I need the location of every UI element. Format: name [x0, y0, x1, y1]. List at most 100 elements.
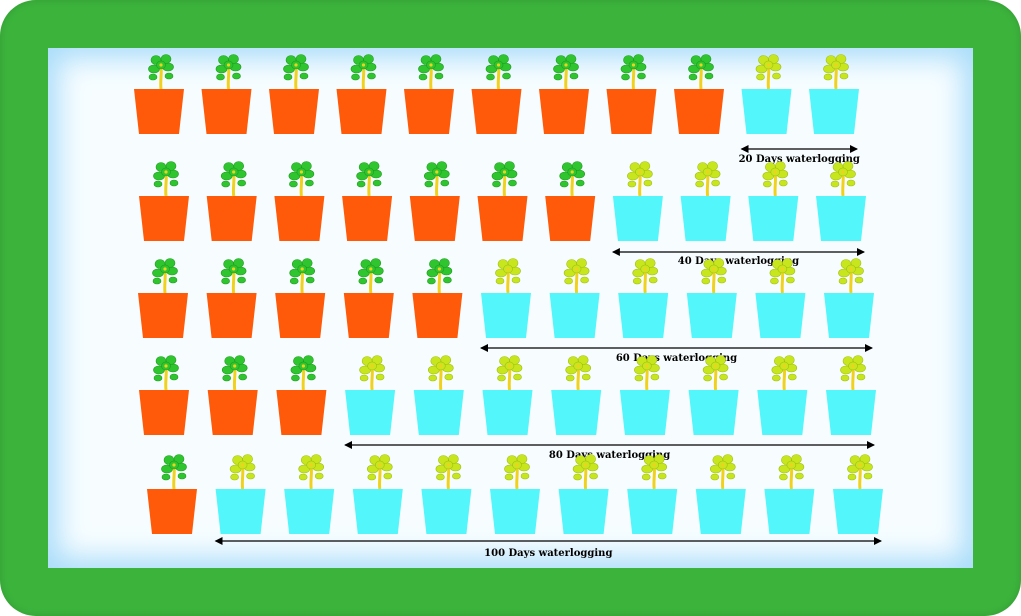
waterlogged-pot-icon: [824, 258, 874, 338]
seedling-icon: [496, 355, 523, 391]
seedling-icon: [823, 54, 849, 90]
flower-pot-icon: [674, 54, 724, 134]
seedling-icon: [755, 54, 782, 90]
flower-pot-icon: [275, 258, 326, 338]
seedling-icon: [694, 161, 721, 197]
seedling-icon: [288, 161, 315, 197]
flower-pot-icon: [412, 258, 463, 338]
seedling-icon: [847, 454, 873, 490]
seedling-icon: [702, 355, 729, 391]
flower-pot-icon: [404, 54, 454, 134]
waterlogged-pot-icon: [284, 454, 335, 534]
seedling-icon: [565, 355, 592, 391]
seedling-icon: [423, 161, 450, 197]
waterlogged-pot-icon: [809, 54, 859, 134]
waterlogged-pot-icon: [482, 355, 533, 435]
flower-pot-icon: [539, 54, 589, 134]
flower-pot-icon: [206, 161, 257, 241]
waterlogging-duration-label: 100 Days waterlogging: [484, 548, 612, 559]
seedling-icon: [427, 355, 454, 391]
seedling-icon: [290, 355, 317, 391]
seedling-icon: [762, 161, 789, 197]
seedling-icon: [634, 355, 660, 391]
waterlogged-pot-icon: [421, 454, 472, 534]
waterlogging-duration-label: 80 Days waterlogging: [549, 450, 670, 461]
waterlogged-pot-icon: [558, 454, 609, 534]
waterlogged-pot-icon: [612, 161, 663, 241]
seedling-icon: [426, 258, 453, 294]
flower-pot-icon: [477, 161, 528, 241]
waterlogged-pot-icon: [688, 355, 739, 435]
seedling-icon: [485, 54, 512, 90]
seedling-icon: [229, 454, 256, 490]
waterlogged-pot-icon: [627, 454, 678, 534]
seedling-icon: [356, 161, 382, 197]
seedling-icon: [641, 454, 668, 490]
waterlogged-pot-icon: [481, 258, 531, 338]
waterlogged-pot-icon: [764, 454, 815, 534]
waterlogged-pot-icon: [619, 355, 670, 435]
seedling-icon: [298, 454, 325, 490]
waterlogging-duration-label: 40 Days waterlogging: [678, 256, 799, 267]
flower-pot-icon: [336, 54, 387, 134]
flower-pot-icon: [545, 161, 596, 241]
flower-pot-icon: [269, 54, 319, 134]
seedling-icon: [350, 54, 377, 90]
waterlogged-pot-icon: [686, 258, 737, 338]
waterlogged-pot-icon: [833, 454, 883, 534]
seedling-icon: [620, 54, 647, 90]
waterlogged-pot-icon: [345, 355, 396, 435]
seedling-icon: [435, 454, 462, 490]
seedling-icon: [838, 258, 864, 294]
seedling-icon: [778, 454, 805, 490]
waterlogged-pot-icon: [816, 161, 866, 241]
seedling-icon: [632, 258, 659, 294]
seedling-icon: [504, 454, 530, 490]
flower-pot-icon: [139, 161, 189, 241]
flower-pot-icon: [139, 355, 189, 435]
waterlogged-pot-icon: [618, 258, 669, 338]
seedling-icon: [161, 454, 187, 490]
seedling-icon: [220, 161, 247, 197]
waterlogging-duration-label: 20 Days waterlogging: [739, 154, 860, 165]
seedling-icon: [627, 161, 653, 197]
waterlogged-pot-icon: [757, 355, 808, 435]
waterlogged-pot-icon: [549, 258, 600, 338]
waterlogged-pot-icon: [748, 161, 799, 241]
seedling-icon: [418, 54, 444, 90]
seedling-icon: [572, 454, 599, 490]
seedling-icon: [771, 355, 798, 391]
waterlogged-pot-icon: [741, 54, 792, 134]
flower-pot-icon: [138, 258, 188, 338]
flower-pot-icon: [274, 161, 325, 241]
seedling-icon: [495, 258, 521, 294]
flower-pot-icon: [147, 454, 197, 534]
flower-pot-icon: [276, 355, 327, 435]
flower-pot-icon: [471, 54, 522, 134]
flower-pot-icon: [342, 161, 393, 241]
seedling-icon: [553, 54, 579, 90]
waterlogged-pot-icon: [755, 258, 806, 338]
seedling-icon: [366, 454, 393, 490]
seedling-icon: [357, 258, 384, 294]
seedling-icon: [491, 161, 518, 197]
seedling-icon: [220, 258, 247, 294]
seedling-icon: [769, 258, 796, 294]
flower-pot-icon: [201, 54, 252, 134]
seedling-icon: [840, 355, 866, 391]
waterlogged-pot-icon: [826, 355, 876, 435]
seedling-icon: [283, 54, 309, 90]
flower-pot-icon: [409, 161, 460, 241]
waterlogged-pot-icon: [352, 454, 403, 534]
waterlogged-pot-icon: [680, 161, 731, 241]
waterlogged-pot-icon: [215, 454, 266, 534]
seedling-icon: [688, 54, 714, 90]
waterlogged-pot-icon: [490, 454, 540, 534]
seedling-icon: [563, 258, 590, 294]
seedling-icon: [221, 355, 248, 391]
flower-pot-icon: [606, 54, 657, 134]
waterlogged-pot-icon: [413, 355, 464, 435]
seedling-icon: [215, 54, 242, 90]
diagram-canvas: 20 Days waterlogging 40 Days waterlogging…: [48, 48, 973, 568]
